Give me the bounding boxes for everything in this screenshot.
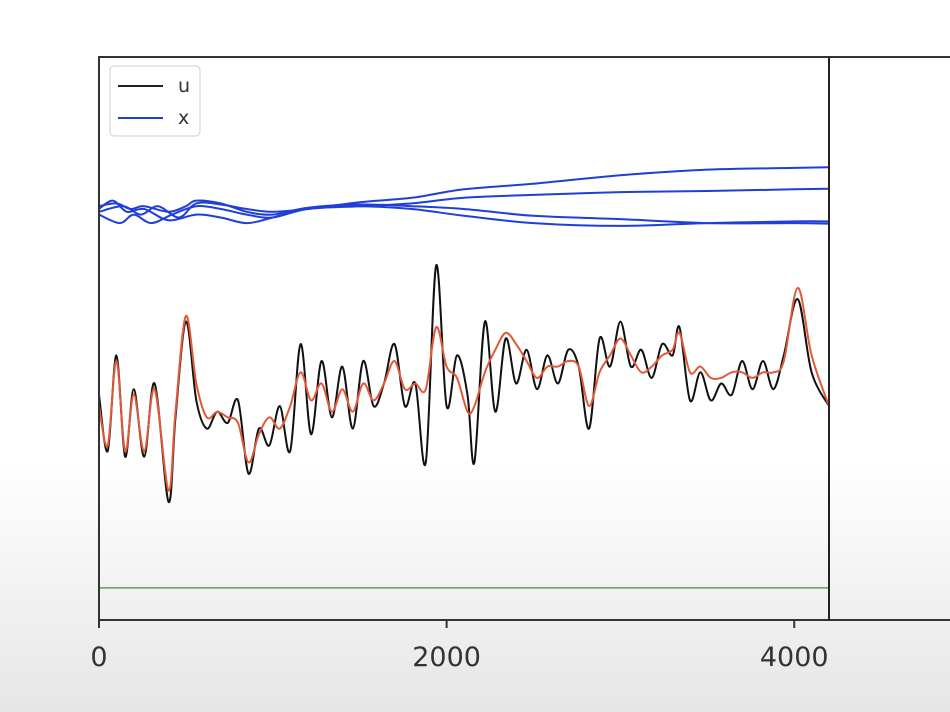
series-line-x-0 <box>98 199 830 227</box>
plot-frame <box>98 56 950 621</box>
x-tick-label: 0 <box>90 642 107 673</box>
series-line-u-5 <box>98 286 830 492</box>
legend-label-x: x <box>178 107 189 129</box>
series-layer <box>98 166 830 589</box>
series-line-x-2 <box>98 199 830 225</box>
series-line-x-1 <box>98 187 830 225</box>
series-line-u-4 <box>98 264 830 503</box>
x-axis: 0 2000 4000 <box>90 620 829 673</box>
legend: u x <box>109 65 201 137</box>
series-line-x-3 <box>98 166 830 219</box>
x-tick-label: 2000 <box>412 642 481 673</box>
x-tick-label: 4000 <box>760 642 829 673</box>
legend-label-u: u <box>178 75 190 97</box>
